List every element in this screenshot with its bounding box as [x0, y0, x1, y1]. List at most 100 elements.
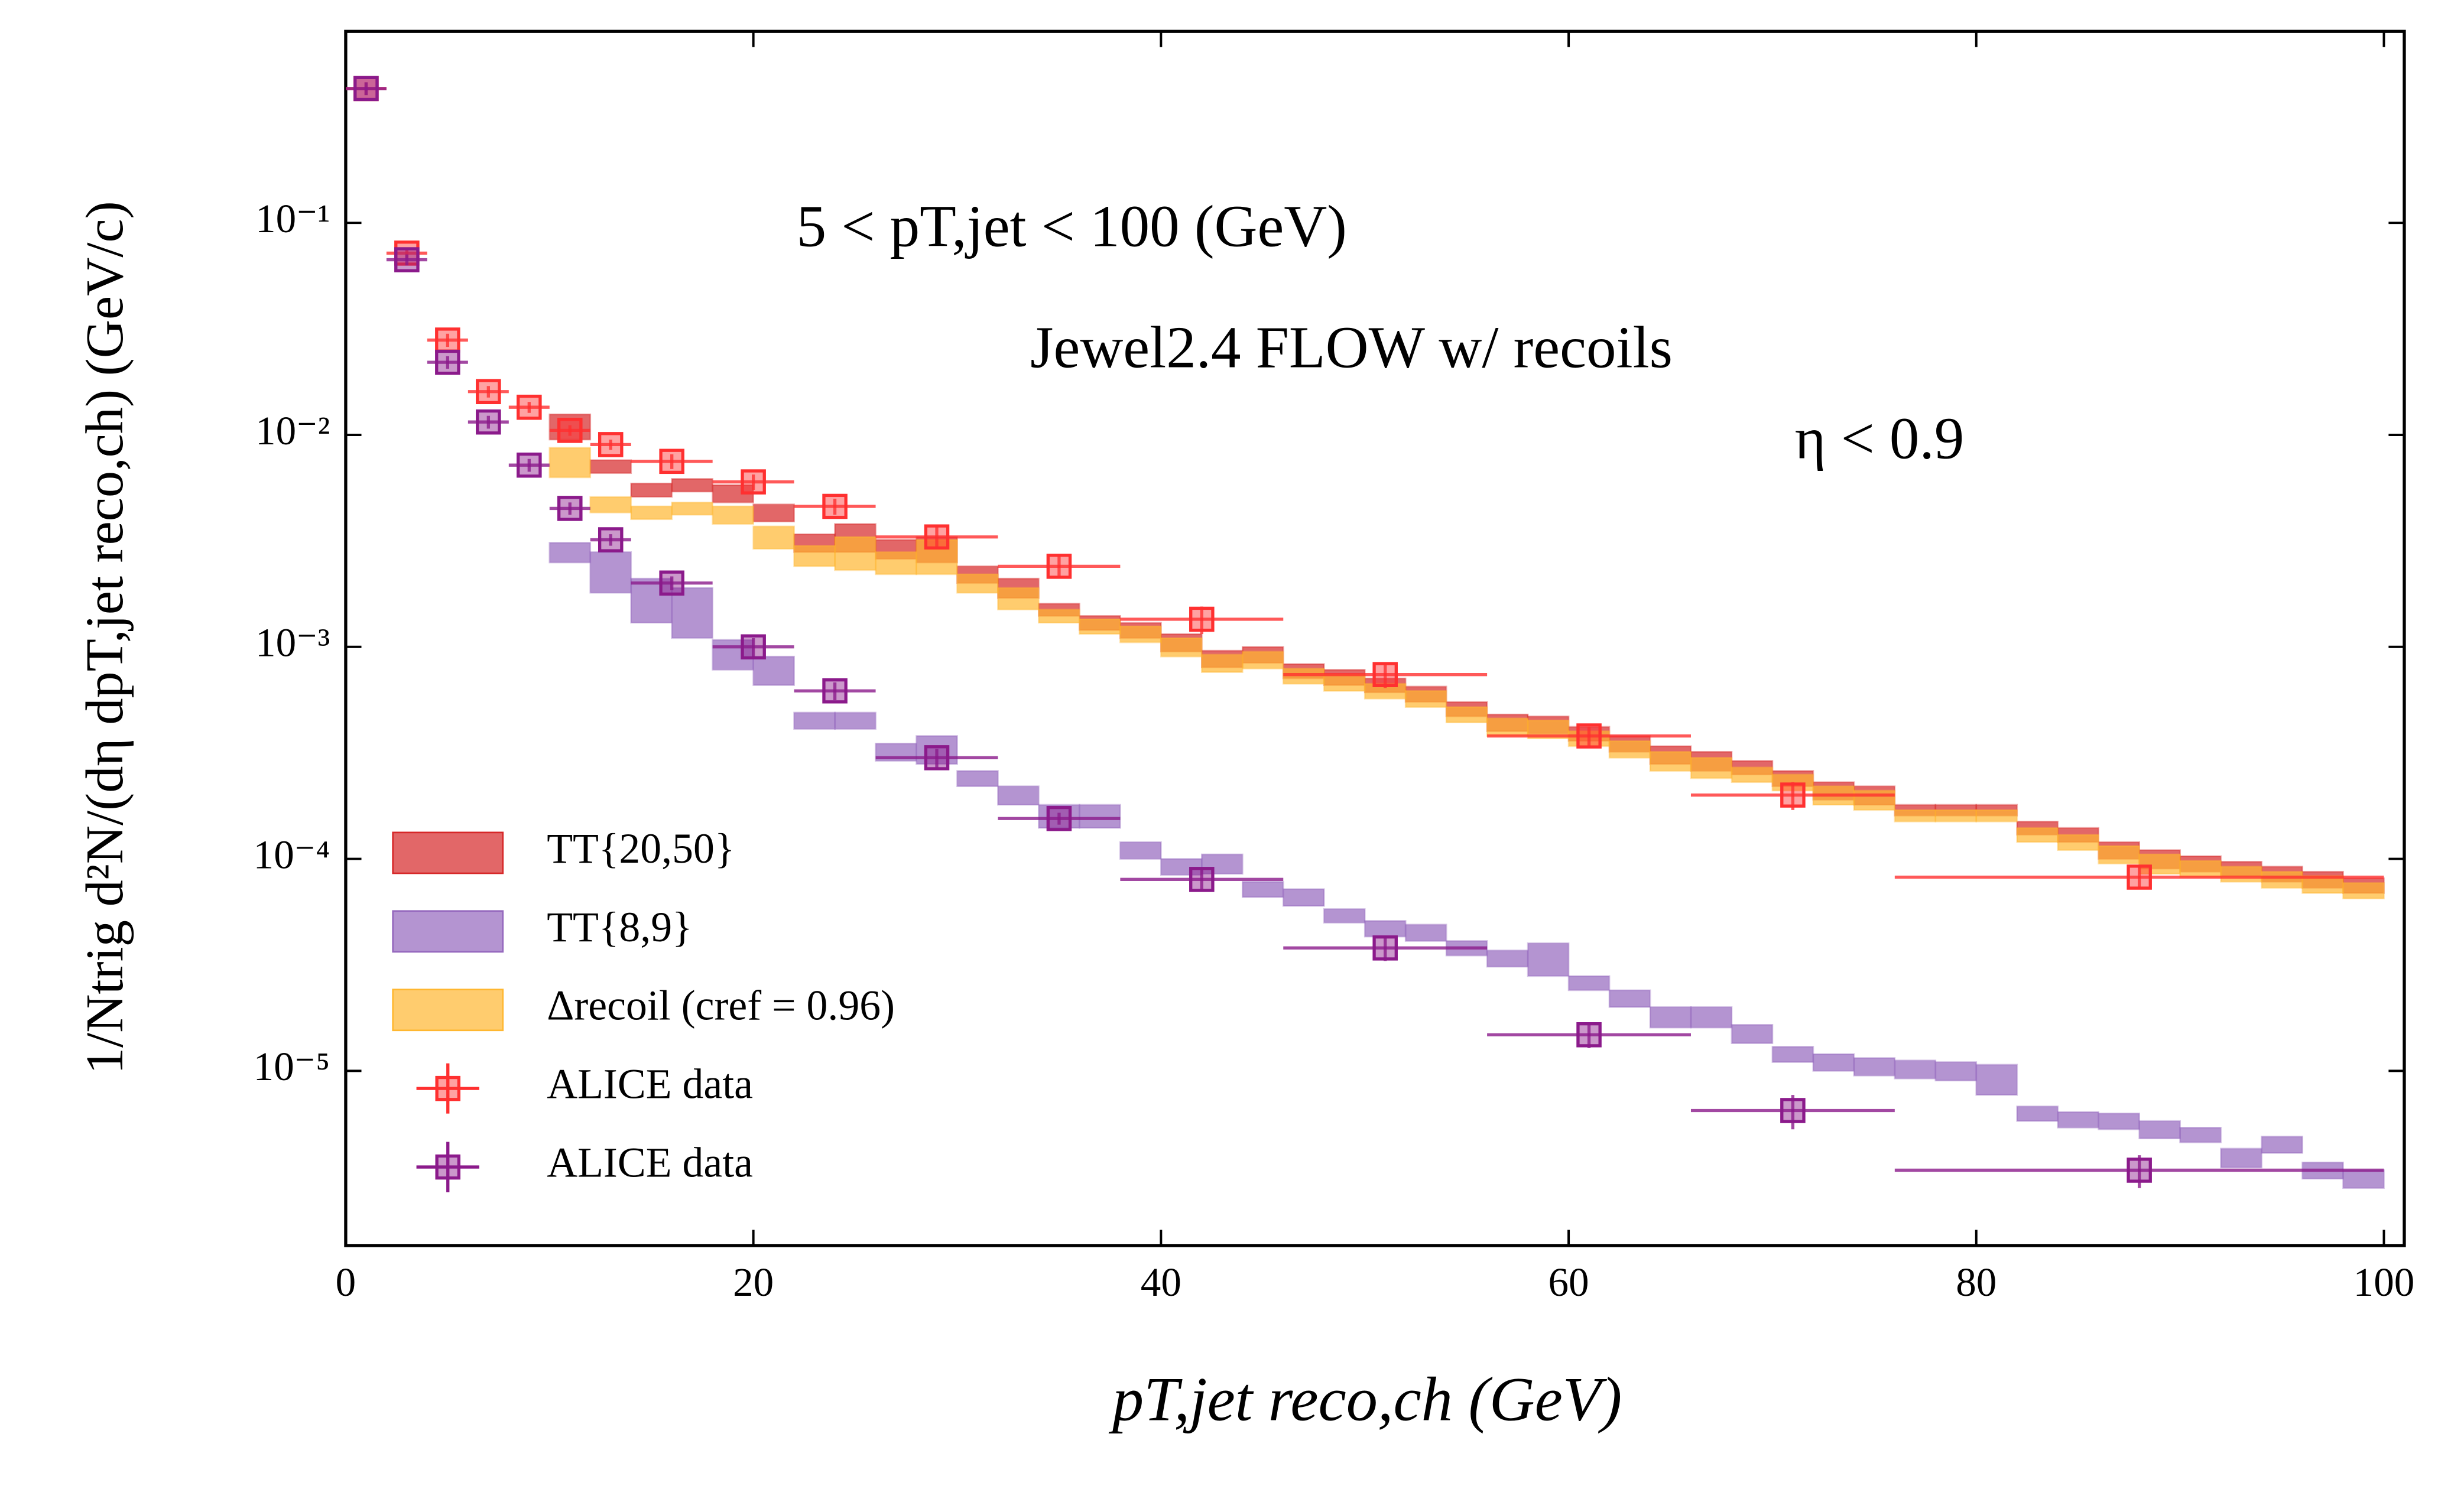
data-point — [741, 469, 766, 495]
uncertainty-box — [834, 536, 876, 571]
x-tick-label: 0 — [336, 1259, 356, 1305]
uncertainty-box — [2179, 1127, 2222, 1143]
legend-swatch — [435, 1075, 461, 1101]
data-point — [1372, 935, 1398, 961]
data-point — [517, 452, 542, 478]
uncertainty-box — [1690, 757, 1733, 779]
uncertainty-box — [1160, 637, 1203, 658]
uncertainty-box — [1975, 809, 2018, 822]
legend-label: TT{20,50} — [547, 825, 735, 872]
x-tick-label: 40 — [1141, 1259, 1181, 1305]
data-point — [557, 418, 583, 443]
uncertainty-box — [1690, 1006, 1733, 1029]
uncertainty-box — [1975, 1064, 2018, 1096]
data-point — [2127, 864, 2152, 890]
data-point — [2127, 1158, 2152, 1183]
uncertainty-box — [712, 639, 754, 671]
uncertainty-box — [2342, 1169, 2385, 1189]
uncertainty-box — [2016, 827, 2059, 843]
uncertainty-box — [1608, 740, 1651, 759]
uncertainty-box — [671, 478, 714, 493]
annotation: 5 < pT,jet < 100 (GeV) — [797, 193, 1347, 259]
data-point — [598, 432, 624, 457]
data-point — [598, 527, 624, 552]
uncertainty-box — [2057, 1111, 2100, 1129]
uncertainty-box — [834, 711, 876, 730]
data-point — [476, 409, 501, 435]
legend-label: Δrecoil (cref = 0.96) — [547, 982, 895, 1029]
data-point — [822, 493, 848, 519]
data-point — [1576, 1022, 1602, 1048]
uncertainty-box — [1200, 853, 1244, 875]
uncertainty-box — [2220, 866, 2262, 883]
uncertainty-box — [671, 502, 714, 516]
uncertainty-box — [589, 551, 632, 594]
uncertainty-box — [752, 525, 795, 550]
uncertainty-box — [1486, 950, 1529, 968]
uncertainty-box — [956, 573, 999, 594]
data-point — [1046, 554, 1072, 579]
uncertainty-box — [1486, 717, 1529, 737]
uncertainty-box — [1119, 841, 1162, 860]
uncertainty-box — [630, 577, 673, 624]
data-point — [1372, 662, 1398, 687]
legend-swatch — [392, 910, 504, 953]
uncertainty-box — [1200, 654, 1244, 673]
y-axis-label: 1/Ntrig d²N/(dη dpT,jet reco,ch) (GeV/c) — [74, 201, 134, 1074]
data-point — [1780, 1098, 1806, 1123]
uncertainty-box — [1404, 690, 1447, 708]
uncertainty-box — [2057, 834, 2100, 851]
uncertainty-box — [671, 587, 714, 639]
uncertainty-box — [752, 503, 795, 523]
annotation: Jewel2.4 FLOW w/ recoils — [1030, 314, 1673, 380]
data-point — [1780, 782, 1806, 808]
uncertainty-box — [1364, 920, 1407, 938]
data-point — [924, 524, 950, 550]
uncertainty-box — [1649, 750, 1692, 772]
uncertainty-box — [2261, 870, 2303, 889]
uncertainty-box — [1934, 1061, 1978, 1082]
annotation: η < 0.9 — [1795, 405, 1965, 471]
uncertainty-box — [589, 496, 632, 513]
uncertainty-box — [1323, 674, 1366, 692]
data-point — [1046, 806, 1072, 831]
data-point — [741, 634, 766, 660]
uncertainty-box — [752, 655, 795, 686]
data-point — [517, 394, 542, 420]
uncertainty-box — [712, 505, 754, 525]
uncertainty-box — [1241, 651, 1284, 669]
y-tick-label: 10⁻² — [255, 408, 330, 453]
x-tick-label: 80 — [1956, 1259, 1996, 1305]
uncertainty-box — [2179, 860, 2222, 878]
data-point — [353, 76, 379, 102]
uncertainty-box — [1894, 1059, 1937, 1080]
uncertainty-box — [1853, 789, 1896, 811]
uncertainty-box — [1119, 625, 1162, 643]
data-point — [394, 247, 420, 272]
uncertainty-box — [956, 770, 999, 788]
uncertainty-box — [1608, 989, 1651, 1008]
x-tick-label: 100 — [2353, 1259, 2415, 1305]
uncertainty-box — [2098, 845, 2140, 864]
uncertainty-box — [1038, 609, 1080, 624]
uncertainty-box — [1323, 908, 1366, 924]
x-tick-label: 20 — [733, 1259, 774, 1305]
uncertainty-box — [2138, 853, 2181, 875]
uncertainty-box — [997, 587, 1040, 610]
uncertainty-box — [1731, 1024, 1774, 1044]
x-tick-label: 60 — [1548, 1259, 1589, 1305]
uncertainty-box — [1445, 706, 1488, 724]
uncertainty-box — [1771, 1046, 1814, 1063]
plot-area — [345, 76, 2385, 1189]
data-point — [435, 327, 460, 353]
legend-label: ALICE data — [547, 1139, 753, 1186]
uncertainty-box — [1853, 1057, 1896, 1077]
uncertainty-box — [793, 545, 836, 567]
uncertainty-box — [2342, 882, 2385, 900]
legend-label: ALICE data — [547, 1061, 753, 1108]
uncertainty-box — [1731, 766, 1774, 783]
uncertainty-box — [793, 711, 836, 730]
uncertainty-box — [997, 785, 1040, 806]
legend-label: TT{8,9} — [547, 903, 692, 951]
